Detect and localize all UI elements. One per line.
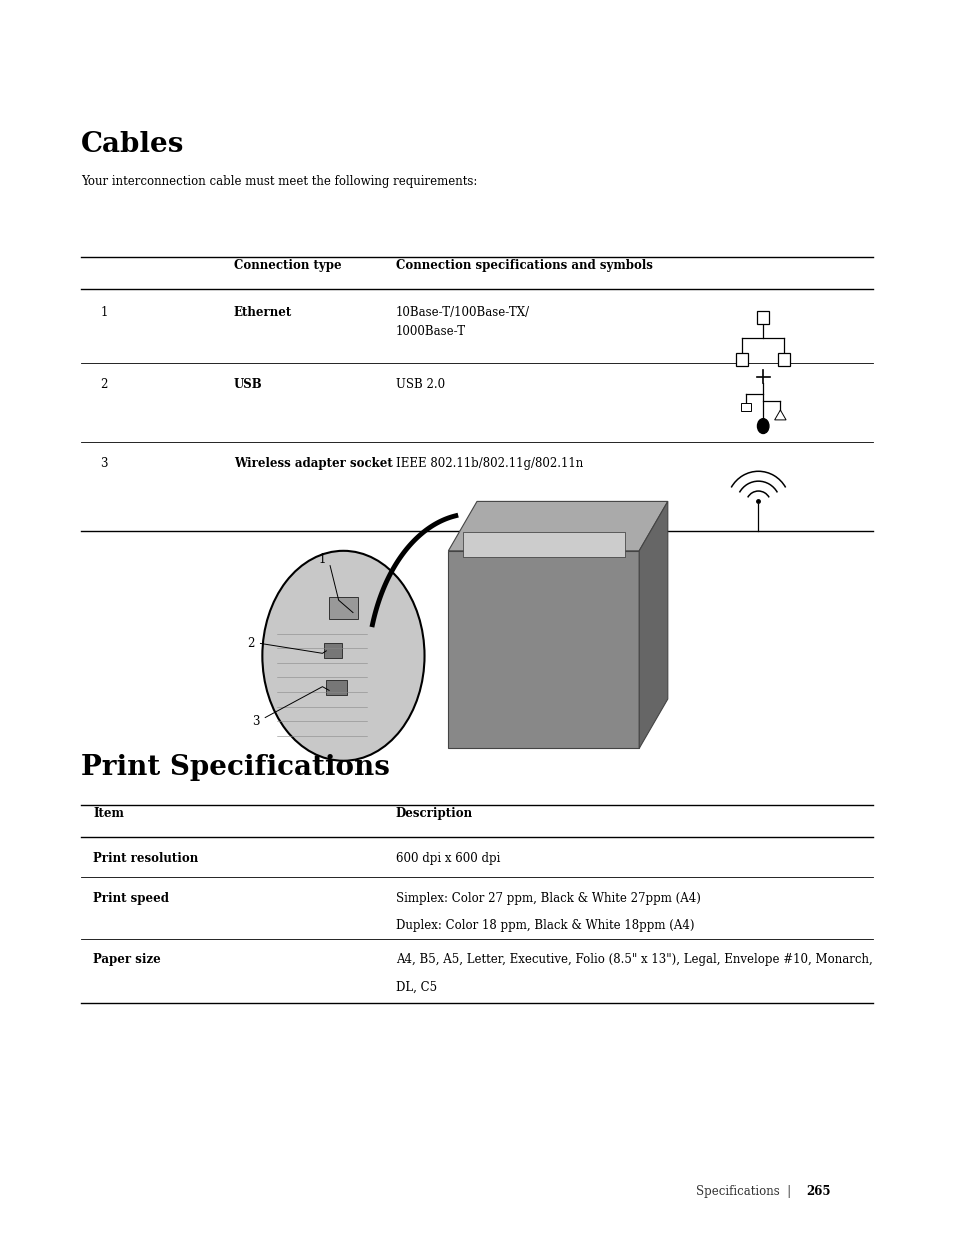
Text: 1: 1 <box>318 553 326 566</box>
Text: Simplex: Color 27 ppm, Black & White 27ppm (A4): Simplex: Color 27 ppm, Black & White 27p… <box>395 892 700 905</box>
Polygon shape <box>639 501 667 748</box>
FancyBboxPatch shape <box>757 311 768 324</box>
Circle shape <box>262 551 424 761</box>
Text: 10Base-T/100Base-TX/
1000Base-T: 10Base-T/100Base-TX/ 1000Base-T <box>395 306 530 338</box>
Text: DL, C5: DL, C5 <box>395 981 436 994</box>
Text: Cables: Cables <box>81 131 184 158</box>
Text: 3: 3 <box>252 715 259 727</box>
Text: Print speed: Print speed <box>93 892 170 905</box>
FancyBboxPatch shape <box>740 403 750 411</box>
Text: 1: 1 <box>100 306 108 320</box>
Text: 2: 2 <box>100 378 108 391</box>
Text: 600 dpi x 600 dpi: 600 dpi x 600 dpi <box>395 852 499 866</box>
FancyBboxPatch shape <box>736 353 748 366</box>
Text: 265: 265 <box>805 1184 830 1198</box>
Text: 3: 3 <box>100 457 108 471</box>
Text: Description: Description <box>395 806 473 820</box>
Text: IEEE 802.11b/802.11g/802.11n: IEEE 802.11b/802.11g/802.11n <box>395 457 582 471</box>
Text: Print Specifications: Print Specifications <box>81 753 390 781</box>
Text: Item: Item <box>93 806 124 820</box>
FancyBboxPatch shape <box>778 353 789 366</box>
Circle shape <box>757 419 768 433</box>
FancyBboxPatch shape <box>324 643 341 658</box>
Text: USB: USB <box>233 378 262 391</box>
Text: Connection specifications and symbols: Connection specifications and symbols <box>395 258 652 272</box>
Text: Wireless adapter socket: Wireless adapter socket <box>233 457 392 471</box>
Text: 2: 2 <box>247 637 254 650</box>
FancyBboxPatch shape <box>326 680 347 695</box>
FancyBboxPatch shape <box>448 551 639 748</box>
Text: Paper size: Paper size <box>93 953 161 967</box>
FancyBboxPatch shape <box>462 532 624 557</box>
Text: Duplex: Color 18 ppm, Black & White 18ppm (A4): Duplex: Color 18 ppm, Black & White 18pp… <box>395 919 694 932</box>
FancyBboxPatch shape <box>329 597 357 619</box>
Text: Print resolution: Print resolution <box>93 852 198 866</box>
Text: Connection type: Connection type <box>233 258 341 272</box>
Text: Specifications  |: Specifications | <box>696 1184 799 1198</box>
Text: A4, B5, A5, Letter, Executive, Folio (8.5" x 13"), Legal, Envelope #10, Monarch,: A4, B5, A5, Letter, Executive, Folio (8.… <box>395 953 872 967</box>
Text: Ethernet: Ethernet <box>233 306 292 320</box>
Polygon shape <box>448 501 667 551</box>
Text: Your interconnection cable must meet the following requirements:: Your interconnection cable must meet the… <box>81 174 476 188</box>
Text: USB 2.0: USB 2.0 <box>395 378 444 391</box>
